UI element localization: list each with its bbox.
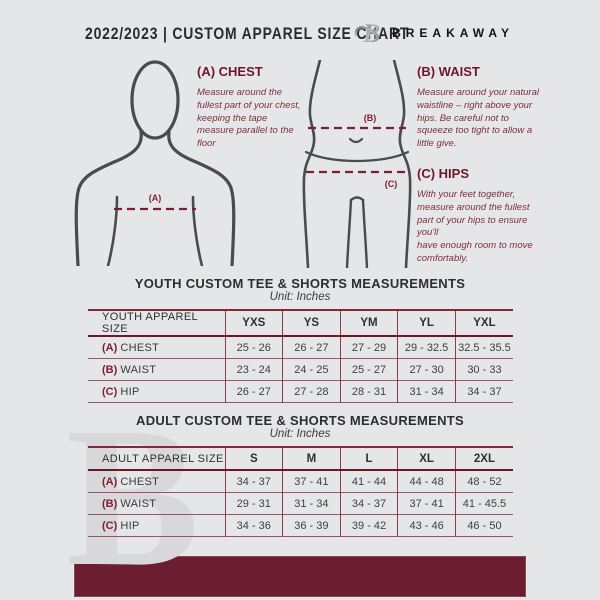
adult-size-header: ADULT APPAREL SIZE	[102, 452, 224, 465]
adult-size-table: ADULT APPAREL SIZE S M L XL 2XL (A) CHES…	[88, 446, 513, 537]
cell: 25 - 27	[339, 358, 398, 381]
hips-diagram-label: (C)	[385, 179, 398, 189]
adult-table-title: ADULT CUSTOM TEE & SHORTS MEASUREMENTS	[136, 413, 464, 428]
brand-wordmark: BREAKAWAY	[392, 26, 514, 40]
cell: 48 - 52	[454, 470, 513, 493]
cell: 29 - 32.5	[397, 336, 456, 359]
adult-col-2xl: 2XL	[454, 447, 513, 470]
row-label: WAIST	[120, 497, 157, 510]
hips-instructions: (C) HIPS With your feet together, measur…	[417, 166, 541, 266]
cell: 34 - 37	[339, 492, 398, 515]
cell: 23 - 24	[224, 358, 283, 381]
cell: 28 - 31	[339, 380, 398, 403]
cell: 36 - 39	[282, 514, 341, 537]
chest-diagram-label: (A)	[149, 193, 162, 203]
table-row: (C) HIP 26 - 27 27 - 28 28 - 31 31 - 34 …	[88, 380, 513, 403]
adult-table-unit: Unit: Inches	[269, 428, 331, 440]
cell: 39 - 42	[339, 514, 398, 537]
chest-description: Measure around the fullest part of your …	[197, 87, 301, 150]
table-row: (B) WAIST 23 - 24 24 - 25 25 - 27 27 - 3…	[88, 358, 513, 381]
youth-size-header: YOUTH APPAREL SIZE	[102, 311, 198, 335]
youth-col-yxs: YXS	[224, 310, 283, 336]
youth-col-ym: YM	[339, 310, 398, 336]
svg-text:B: B	[362, 19, 380, 48]
chest-instructions: (A) CHEST Measure around the fullest par…	[197, 64, 305, 151]
row-prefix: (C)	[102, 519, 118, 532]
upper-body-diagram: (A)	[74, 60, 236, 266]
page-title: 2022/2023 | CUSTOM APPAREL SIZE CHART	[85, 24, 410, 43]
watermark-logo: B	[66, 387, 200, 600]
adult-col-xl: XL	[397, 447, 456, 470]
cell: 41 - 44	[339, 470, 398, 493]
row-label: HIP	[120, 385, 140, 398]
row-prefix: (C)	[102, 385, 118, 398]
row-prefix: (B)	[102, 497, 118, 510]
hips-title: (C) HIPS	[417, 166, 469, 181]
adult-col-m: M	[282, 447, 341, 470]
row-label: HIP	[120, 519, 140, 532]
lower-body-diagram: (B) (C)	[302, 60, 412, 268]
waist-diagram-label: (B)	[364, 113, 377, 123]
table-row: (B) WAIST 29 - 31 31 - 34 34 - 37 37 - 4…	[88, 492, 513, 515]
cell: 34 - 37	[224, 470, 283, 493]
cell: 37 - 41	[397, 492, 456, 515]
cell: 31 - 34	[397, 380, 456, 403]
youth-col-yxl: YXL	[454, 310, 513, 336]
navel-mark	[348, 137, 364, 144]
cell: 43 - 46	[397, 514, 456, 537]
youth-table-header-row: YOUTH APPAREL SIZE YXS YS YM YL YXL	[88, 310, 513, 336]
cell: 37 - 41	[282, 470, 341, 493]
row-label: CHEST	[120, 341, 160, 354]
waist-instructions: (B) WAIST Measure around your natural wa…	[417, 64, 541, 151]
cell: 26 - 27	[224, 380, 283, 403]
breakaway-logo-icon: B	[354, 19, 380, 48]
cell: 31 - 34	[282, 492, 341, 515]
hip-curve-line	[304, 150, 410, 163]
cell: 24 - 25	[282, 358, 341, 381]
adult-table-header-row: ADULT APPAREL SIZE S M L XL 2XL	[88, 447, 513, 470]
waist-title: (B) WAIST	[417, 64, 480, 79]
row-prefix: (A)	[102, 341, 118, 354]
brand-logo-group: B BREAKAWAY	[354, 18, 514, 48]
cell: 29 - 31	[224, 492, 283, 515]
cell: 27 - 30	[397, 358, 456, 381]
cell: 26 - 27	[282, 336, 341, 359]
row-prefix: (A)	[102, 475, 118, 488]
cell: 32.5 - 35.5	[454, 336, 513, 359]
cell: 44 - 48	[397, 470, 456, 493]
row-prefix: (B)	[102, 363, 118, 376]
youth-size-table: YOUTH APPAREL SIZE YXS YS YM YL YXL (A) …	[88, 309, 513, 403]
row-label: CHEST	[120, 475, 160, 488]
youth-table-unit: Unit: Inches	[269, 291, 331, 303]
cell: 41 - 45.5	[454, 492, 513, 515]
cell: 27 - 29	[339, 336, 398, 359]
cell: 34 - 37	[454, 380, 513, 403]
youth-col-ys: YS	[282, 310, 341, 336]
table-row: (A) CHEST 34 - 37 37 - 41 41 - 44 44 - 4…	[88, 470, 513, 493]
adult-col-s: S	[224, 447, 283, 470]
cell: 34 - 36	[224, 514, 283, 537]
table-row: (C) HIP 34 - 36 36 - 39 39 - 42 43 - 46 …	[88, 514, 513, 537]
youth-table-title: YOUTH CUSTOM TEE & SHORTS MEASUREMENTS	[134, 276, 466, 291]
hips-description: With your feet together, measure around …	[417, 189, 533, 265]
cell: 25 - 26	[224, 336, 283, 359]
table-row: (A) CHEST 25 - 26 26 - 27 27 - 29 29 - 3…	[88, 336, 513, 359]
chest-title: (A) CHEST	[197, 64, 263, 79]
waist-description: Measure around your natural waistline – …	[417, 87, 539, 150]
youth-col-yl: YL	[397, 310, 456, 336]
row-label: WAIST	[120, 363, 157, 376]
adult-col-l: L	[339, 447, 398, 470]
footer-bar	[74, 556, 526, 597]
cell: 30 - 33	[454, 358, 513, 381]
cell: 46 - 50	[454, 514, 513, 537]
cell: 27 - 28	[282, 380, 341, 403]
